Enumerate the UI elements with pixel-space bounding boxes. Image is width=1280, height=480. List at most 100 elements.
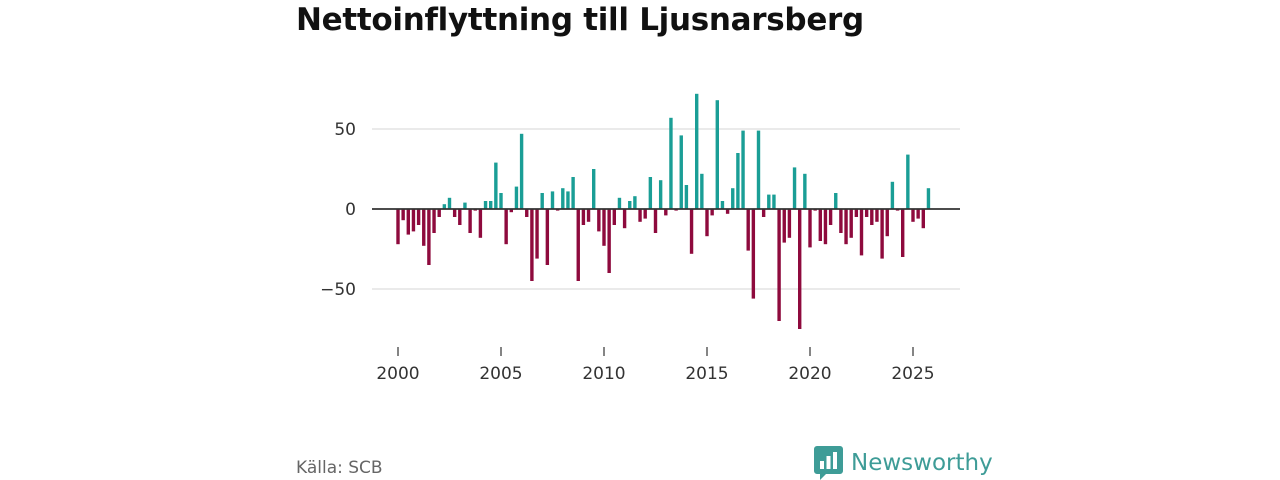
brand-logo: Newsworthy [814, 446, 993, 480]
bar [622, 209, 627, 229]
bar [823, 209, 828, 245]
bar [607, 209, 611, 273]
brand-name: Newsworthy [851, 450, 993, 476]
bar [839, 209, 843, 233]
bar [787, 209, 792, 238]
bar [494, 162, 498, 209]
bar [777, 209, 781, 321]
bar [844, 209, 848, 245]
y-tick-label: 50 [334, 120, 356, 140]
bar [628, 201, 632, 209]
bar [432, 209, 436, 233]
bar [916, 209, 920, 219]
bar [731, 188, 735, 209]
bar [519, 133, 524, 209]
bar [427, 209, 431, 265]
bar [633, 196, 637, 209]
bar [679, 135, 683, 209]
bar [411, 209, 416, 232]
bar [489, 201, 493, 209]
bar [447, 197, 452, 209]
bar [834, 193, 838, 209]
bar [576, 209, 580, 281]
bar [535, 209, 539, 259]
bar [792, 167, 797, 209]
bar [468, 209, 472, 233]
bar [725, 209, 730, 214]
bar [926, 188, 931, 209]
bar [638, 209, 642, 222]
bar [803, 173, 807, 209]
bar [782, 209, 786, 243]
chart-title: Nettoinflyttning till Ljusnarsberg [296, 2, 864, 38]
bar [772, 194, 776, 209]
bar [566, 191, 570, 209]
bar [808, 209, 812, 248]
bar [746, 209, 750, 251]
bar [828, 209, 833, 225]
bar [540, 193, 544, 209]
bar [818, 209, 822, 241]
bar [658, 180, 663, 209]
x-tick-label: 2005 [479, 364, 522, 384]
bar [875, 209, 879, 222]
bar [689, 209, 694, 254]
bar [550, 191, 555, 209]
bar [669, 117, 673, 209]
x-tick-label: 2000 [376, 364, 419, 384]
bar-chart-speech-bubble-icon [814, 446, 843, 480]
bar [458, 209, 462, 225]
bar [592, 169, 596, 209]
bar [761, 209, 766, 217]
bar [741, 130, 745, 209]
bar [406, 209, 410, 235]
bar [396, 209, 400, 245]
y-tick-label: 0 [345, 200, 356, 220]
x-tick-label: 2025 [891, 364, 934, 384]
bar [643, 209, 647, 219]
bar [854, 209, 859, 217]
bar [602, 209, 606, 246]
bar [504, 209, 508, 245]
bar [849, 209, 853, 238]
bar [586, 209, 591, 222]
source-note: Källa: SCB [296, 458, 383, 478]
bar [442, 204, 447, 209]
bar [525, 209, 529, 217]
bar [751, 209, 756, 299]
bar [514, 186, 519, 209]
bar [653, 209, 658, 233]
bar [571, 177, 575, 209]
bar [695, 93, 699, 209]
bar [437, 209, 441, 217]
bar [720, 201, 725, 209]
bar [483, 201, 488, 209]
bar [885, 209, 889, 237]
bar [612, 209, 616, 225]
bar [648, 177, 653, 209]
bar [906, 154, 910, 209]
bar [499, 193, 503, 209]
bar [463, 202, 467, 209]
bar [767, 194, 771, 209]
x-tick-label: 2010 [582, 364, 625, 384]
bar [416, 209, 421, 225]
bar [509, 209, 513, 213]
bar [890, 181, 895, 209]
bar [710, 209, 714, 216]
bar [870, 209, 874, 225]
bar [664, 209, 668, 216]
bar [597, 209, 601, 232]
bar [581, 209, 586, 225]
bar [452, 209, 457, 217]
bar [684, 185, 689, 209]
bar [422, 209, 426, 246]
bar [715, 100, 719, 209]
bar [530, 209, 534, 281]
bar [880, 209, 884, 259]
x-tick-label: 2020 [788, 364, 831, 384]
bar [921, 209, 925, 229]
bar [617, 197, 622, 209]
bar [561, 188, 565, 209]
